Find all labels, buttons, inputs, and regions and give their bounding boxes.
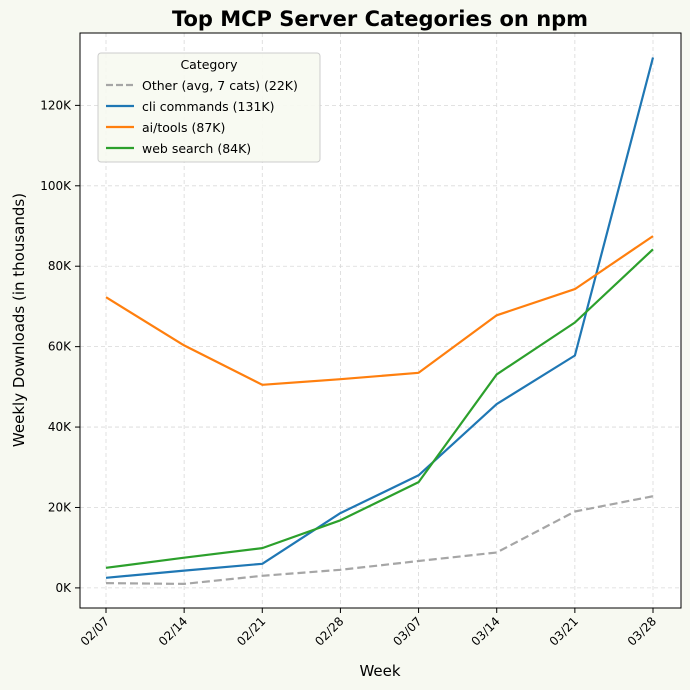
y-tick-label: 120K	[40, 98, 72, 112]
legend: Category Other (avg, 7 cats) (22K) cli co…	[97, 52, 321, 163]
legend-label: ai/tools (87K)	[142, 120, 225, 135]
y-tick-label: 40K	[48, 420, 72, 434]
plot-frame	[79, 32, 682, 609]
series-line-1	[105, 57, 655, 579]
x-axis-title: Week	[359, 662, 400, 680]
y-axis-title: Weekly Downloads (in thousands)	[10, 193, 28, 447]
legend-box	[97, 52, 321, 163]
series-line-0	[105, 495, 654, 585]
series-line-3	[105, 248, 654, 569]
series-lines	[105, 57, 655, 585]
y-tick-label: 100K	[40, 179, 72, 193]
y-tick-label: 60K	[48, 340, 72, 354]
chart-title: Top MCP Server Categories on npm	[172, 7, 588, 31]
legend-label: web search (84K)	[142, 141, 251, 156]
legend-title: Category	[180, 57, 238, 72]
legend-label: Other (avg, 7 cats) (22K)	[142, 78, 298, 93]
series-line-2	[105, 235, 654, 386]
y-tick-label: 20K	[48, 500, 72, 514]
y-tick-label: 80K	[48, 259, 72, 273]
y-tick-label: 0K	[55, 581, 72, 595]
legend-label: cli commands (131K)	[142, 99, 274, 114]
